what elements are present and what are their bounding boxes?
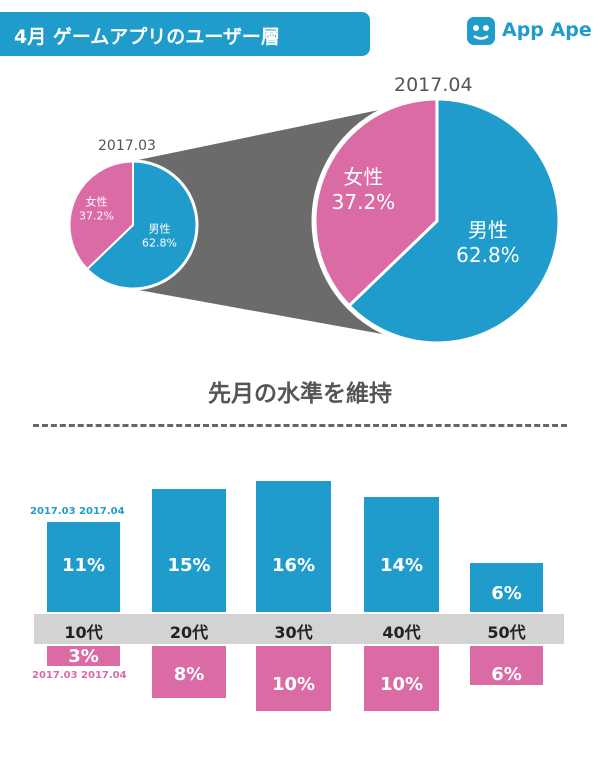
legend-bottom-series: 2017.03 2017.04 [32, 670, 127, 681]
slice-name: 女性 [85, 195, 108, 209]
bar-lower-2: 10% [256, 646, 331, 711]
slice-value: 62.8% [142, 236, 177, 250]
bar-lower-0: 3% [47, 646, 120, 667]
bar-lower-1: 8% [152, 646, 226, 698]
slice-name: 男性 [148, 222, 171, 236]
pie-large-female-label: 女性 37.2% [332, 165, 396, 215]
headline: 先月の水準を維持 [208, 381, 392, 407]
bar-lower-4: 6% [470, 646, 543, 685]
bar-upper-label-0: 11% [61, 554, 106, 576]
age-label-2: 30代 [274, 623, 313, 642]
age-category-strip [34, 614, 564, 644]
dashed-divider [33, 424, 567, 427]
slice-value: 62.8% [456, 242, 520, 267]
pie-large-title: 2017.04 [394, 74, 473, 96]
page-title: 4月 ゲームアプリのユーザー層 [14, 26, 280, 48]
bar-upper-label-2: 16% [271, 554, 316, 576]
age-label-0: 10代 [64, 623, 103, 642]
bar-upper-3: 14% [364, 497, 439, 612]
bar-upper-label-4: 6% [491, 582, 522, 604]
bar-upper-2: 16% [256, 480, 331, 612]
age-label-3: 40代 [382, 623, 421, 642]
slice-value: 37.2% [79, 209, 114, 223]
bar-upper-4: 6% [470, 562, 543, 612]
bar-lower-label-4: 6% [491, 664, 522, 685]
pie-small-title: 2017.03 [98, 138, 156, 154]
pie-small-outline [67, 159, 199, 291]
age-label-4: 50代 [487, 623, 526, 642]
slice-name: 男性 [467, 217, 508, 242]
slice-name: 女性 [343, 164, 384, 189]
bar-lower-3: 10% [364, 646, 439, 711]
app-ape-logo-icon [467, 17, 495, 45]
logo-text: App Ape [502, 19, 592, 41]
bar-lower-label-3: 10% [379, 674, 424, 695]
pie-small-male-label: 男性 62.8% [142, 223, 177, 251]
pie-chart-2017-03 [67, 159, 199, 291]
header-banner: 4月 ゲームアプリのユーザー層 [0, 12, 370, 56]
slice-value: 37.2% [331, 189, 396, 214]
legend-top-series: 2017.03 2017.04 [30, 506, 125, 517]
bar-upper-0: 11% [47, 521, 120, 612]
bar-upper-label-3: 14% [379, 554, 424, 576]
pie-large-outline [311, 95, 563, 347]
app-ape-logo: App Ape [466, 16, 592, 46]
bar-upper-label-1: 15% [167, 555, 211, 576]
bar-upper-1: 15% [152, 489, 226, 612]
pie-large-male-label: 男性 62.8% [456, 218, 520, 268]
bar-lower-label-0: 3% [68, 646, 99, 667]
age-label-1: 20代 [169, 623, 209, 642]
pie-chart-2017-04 [311, 95, 563, 347]
pie-small-female-label: 女性 37.2% [79, 196, 114, 224]
bar-lower-label-1: 8% [173, 664, 205, 685]
bar-lower-label-2: 10% [271, 674, 316, 695]
